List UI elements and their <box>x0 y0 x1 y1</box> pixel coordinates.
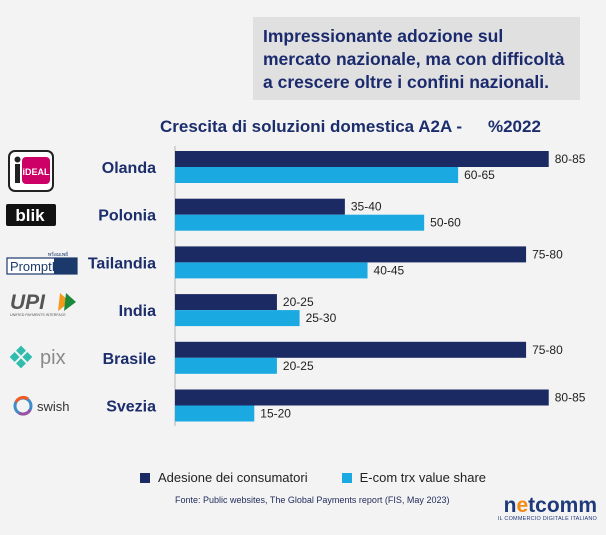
category-label-polonia: Polonia <box>98 208 156 225</box>
data-label-ecom-polonia: 50-60 <box>430 216 461 230</box>
bar-ecom-tailandia <box>175 262 368 279</box>
blik-logo-icon: blik <box>6 204 56 226</box>
upi-logo-subtext: UNIFIED PAYMENTS INTERFACE <box>10 313 66 317</box>
data-label-adoption-tailandia: 75-80 <box>532 247 563 261</box>
category-label-brasile: Brasile <box>103 351 156 368</box>
legend-swatch-adoption <box>140 472 150 483</box>
category-label-india: India <box>119 303 156 320</box>
data-label-adoption-polonia: 35-40 <box>351 200 382 214</box>
data-label-ecom-tailandia: 40-45 <box>374 263 405 277</box>
upi-logo-text: UPI <box>10 291 46 314</box>
data-label-adoption-svezia: 80-85 <box>555 391 586 405</box>
legend-label-ecom: E-com trx value share <box>359 470 487 485</box>
data-label-ecom-brasile: 20-25 <box>283 359 314 373</box>
data-label-adoption-olanda: 80-85 <box>555 152 586 166</box>
category-label-tailandia: Tailandia <box>88 255 156 272</box>
data-label-ecom-svezia: 15-20 <box>260 407 291 421</box>
netcomm-logo-e: e <box>516 494 529 517</box>
headline-line-1: Impressionante adozione sul <box>263 26 504 46</box>
headline-callout: Impressionante adozione sul mercato nazi… <box>253 17 580 100</box>
swish-logo: swish <box>12 393 82 419</box>
legend-swatch-ecom <box>341 472 352 483</box>
netcomm-logo-n: n <box>503 494 517 517</box>
blik-logo: blik <box>6 204 56 226</box>
headline-line-2: mercato nazionale, ma con difficoltà <box>263 49 565 69</box>
chart-title-year: %2022 <box>487 117 541 136</box>
headline-text: Impressionante adozione sul mercato nazi… <box>263 25 573 94</box>
upi-logo-icon: UPI UNIFIED PAYMENTS INTERFACE <box>10 291 76 317</box>
netcomm-logo: netcomm IL COMMERCIO DIGITALE ITALIANO <box>487 494 597 522</box>
legend-label-adoption: Adesione dei consumatori <box>158 470 308 485</box>
bar-adoption-olanda <box>175 151 549 167</box>
data-label-adoption-brasile: 75-80 <box>532 343 563 357</box>
swish-logo-icon: swish <box>13 395 70 416</box>
data-label-adoption-india: 20-25 <box>283 295 314 309</box>
chart-title-main: Crescita di soluzioni domestica A2A - <box>160 117 462 136</box>
data-label-ecom-olanda: 60-65 <box>464 168 495 182</box>
chart-legend: Adesione dei consumatori E-com trx value… <box>140 470 486 485</box>
chart-title: Crescita di soluzioni domestica A2A - %20… <box>160 117 541 137</box>
netcomm-logo-name: netcomm <box>487 494 597 517</box>
swish-logo-text: swish <box>37 399 70 414</box>
upi-logo: UPI UNIFIED PAYMENTS INTERFACE <box>8 291 80 317</box>
bar-ecom-brasile <box>175 357 277 374</box>
netcomm-tagline: IL COMMERCIO DIGITALE ITALIANO <box>497 516 597 522</box>
bar-adoption-svezia <box>175 389 549 406</box>
bar-ecom-polonia <box>175 214 425 231</box>
bar-ecom-india <box>175 310 300 327</box>
ideal-logo-icon: iDEAL <box>8 150 54 192</box>
category-label-olanda: Olanda <box>102 160 156 177</box>
bar-adoption-polonia <box>175 198 345 215</box>
category-label-svezia: Svezia <box>106 399 156 416</box>
promptpay-thai-text: พร้อมเพย์ <box>48 251 68 258</box>
pix-logo-icon: pix <box>9 345 66 369</box>
blik-logo-text: blik <box>15 206 45 225</box>
promptpay-logo: พร้อมเพย์ PromptPay <box>6 249 78 275</box>
bar-ecom-olanda <box>175 167 459 183</box>
bar-adoption-tailandia <box>175 246 527 263</box>
ideal-logo-text: iDEAL <box>23 167 51 177</box>
promptpay-logo-text: PromptPay <box>10 260 75 274</box>
ideal-logo: iDEAL <box>8 150 54 192</box>
bar-ecom-svezia <box>175 405 255 422</box>
bar-adoption-brasile <box>175 341 527 358</box>
headline-line-3: a crescere oltre i confini nazionali. <box>263 72 549 92</box>
pix-logo-text: pix <box>40 347 66 369</box>
pix-logo: pix <box>8 345 80 371</box>
source-note: Fonte: Public websites, The Global Payme… <box>175 495 450 505</box>
data-label-ecom-india: 25-30 <box>306 311 337 325</box>
promptpay-logo-icon: พร้อมเพย์ PromptPay <box>6 251 78 275</box>
bar-adoption-india <box>175 294 277 311</box>
netcomm-logo-rest: tcomm <box>528 494 597 517</box>
